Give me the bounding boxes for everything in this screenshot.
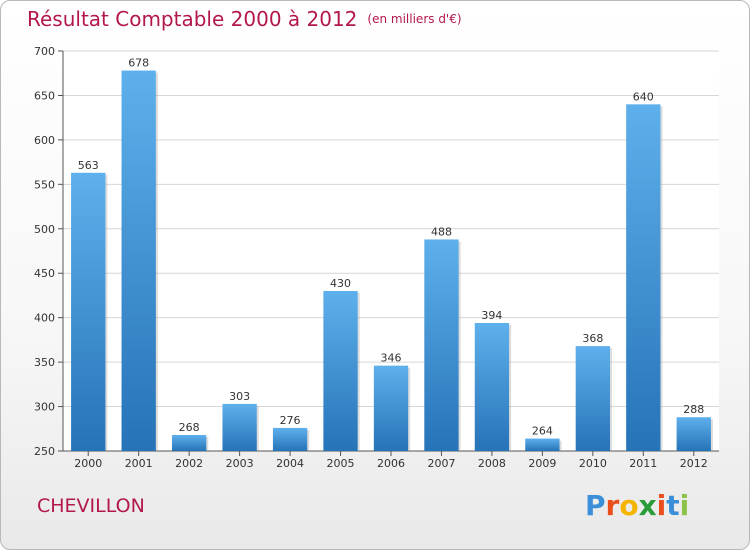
bar-2003	[222, 403, 257, 451]
bar-2006	[373, 365, 409, 451]
data-label: 268	[179, 421, 200, 434]
data-label: 346	[381, 352, 402, 365]
y-tick-label: 400	[34, 312, 55, 325]
y-tick-label: 250	[34, 445, 55, 458]
y-tick-label: 700	[34, 45, 55, 58]
logo-letter: x	[638, 489, 657, 522]
data-label: 303	[229, 390, 250, 403]
x-tick-label: 2000	[74, 457, 102, 470]
x-tick-label: 2007	[427, 457, 455, 470]
chart-title: Résultat Comptable 2000 à 2012 (en millie…	[27, 7, 462, 31]
y-tick-label: 600	[34, 134, 55, 147]
bar-2000	[71, 172, 106, 451]
chart-subtitle: (en milliers d'€)	[367, 12, 462, 26]
data-label: 368	[582, 332, 603, 345]
logo-letter: r	[605, 489, 620, 522]
bar-2002	[171, 435, 207, 451]
x-tick-label: 2001	[125, 457, 153, 470]
data-label: 394	[481, 309, 502, 322]
data-label: 678	[128, 57, 149, 70]
x-tick-label: 2012	[680, 457, 708, 470]
logo-letter: P	[585, 489, 606, 522]
x-tick-label: 2011	[629, 457, 657, 470]
logo-letter: i	[679, 489, 690, 522]
bar-2010	[575, 346, 611, 451]
data-label: 563	[78, 159, 99, 172]
x-tick-label: 2009	[528, 457, 556, 470]
bar-2008	[474, 323, 510, 451]
bar-2009	[525, 438, 560, 451]
x-tick-label: 2006	[377, 457, 405, 470]
proxiti-logo: Proxiti	[585, 489, 689, 522]
x-tick-label: 2010	[579, 457, 607, 470]
y-tick-label: 650	[34, 89, 55, 102]
logo-letter: t	[666, 489, 680, 522]
bar-2004	[272, 427, 308, 451]
logo-letter: o	[619, 489, 639, 522]
data-label: 276	[280, 414, 301, 427]
x-tick-label: 2003	[226, 457, 254, 470]
bar-2012	[676, 417, 711, 451]
y-tick-label: 550	[34, 178, 55, 191]
data-label: 488	[431, 225, 452, 238]
data-label: 264	[532, 425, 553, 438]
bars	[71, 70, 713, 452]
logo-letter: i	[656, 489, 667, 522]
x-tick-label: 2002	[175, 457, 203, 470]
x-tick-label: 2008	[478, 457, 506, 470]
labels: 250 300 350 400 450 500 550 600 650 700 2000 563 200…	[34, 45, 708, 470]
chart-title-text: Résultat Comptable 2000 à 2012	[27, 7, 358, 31]
bar-2005	[323, 291, 358, 451]
bar-2011	[626, 104, 661, 451]
data-label: 430	[330, 277, 351, 290]
bar-2001	[121, 70, 156, 452]
y-tick-label: 450	[34, 267, 55, 280]
x-tick-label: 2005	[327, 457, 355, 470]
y-tick-label: 350	[34, 356, 55, 369]
data-label: 288	[683, 403, 704, 416]
x-tick-label: 2004	[276, 457, 304, 470]
y-tick-label: 500	[34, 223, 55, 236]
bar-2007	[424, 239, 459, 451]
data-label: 640	[633, 90, 654, 103]
y-tick-label: 300	[34, 401, 55, 414]
place-name: CHEVILLON	[37, 495, 145, 517]
